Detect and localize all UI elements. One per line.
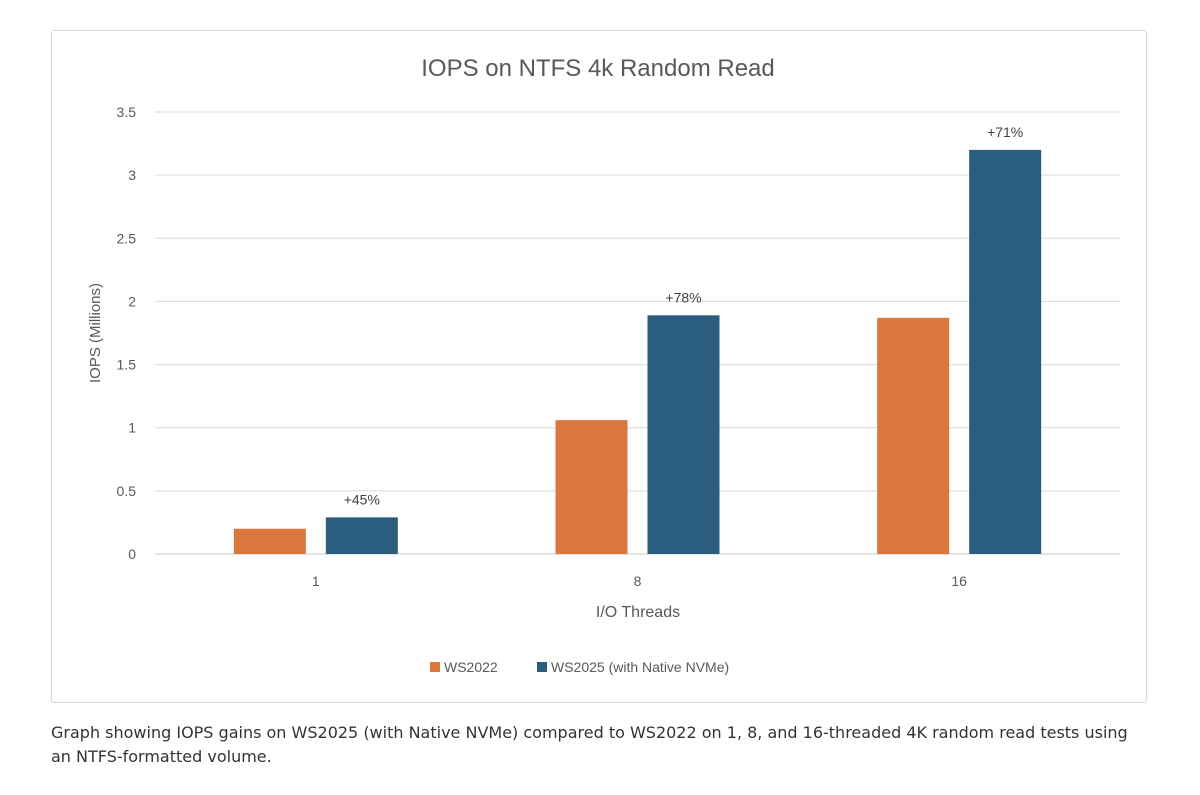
y-tick-label: 2.5	[117, 230, 137, 246]
x-tick-label: 16	[951, 573, 967, 589]
bar-ws2025-1	[325, 517, 398, 554]
x-tick-label: 1	[312, 573, 320, 589]
x-axis-label: I/O Threads	[596, 604, 680, 621]
bar-ws2025-16	[969, 149, 1042, 554]
y-axis-label: IOPS (Millions)	[87, 283, 104, 383]
chart-title: IOPS on NTFS 4k Random Read	[421, 55, 774, 82]
y-tick-label: 3	[128, 167, 136, 183]
data-label: +78%	[665, 289, 701, 305]
x-tick-label: 8	[634, 573, 642, 589]
legend-swatch	[537, 662, 547, 672]
legend-label: WS2025 (with Native NVMe)	[551, 659, 729, 675]
legend-swatch	[430, 662, 440, 672]
bar-ws2022-16	[877, 317, 950, 554]
bar-ws2022-1	[233, 528, 306, 554]
chart-caption: Graph showing IOPS gains on WS2025 (with…	[51, 723, 1128, 766]
chart-frame	[51, 30, 1147, 703]
y-tick-label: 2	[128, 293, 136, 309]
bar-chart: IOPS on NTFS 4k Random Read 0 0.5 1 1.5 2 2.5 3…	[87, 55, 1120, 675]
bar-ws2025-8	[647, 315, 720, 554]
y-tick-label: 1.5	[117, 357, 137, 373]
y-tick-label: 0	[128, 546, 136, 562]
legend-label: WS2022	[444, 659, 498, 675]
y-tick-label: 1	[128, 420, 136, 436]
data-label: +71%	[987, 124, 1023, 140]
bar-ws2022-8	[555, 420, 628, 554]
data-label: +45%	[344, 491, 380, 507]
y-tick-label: 3.5	[117, 104, 137, 120]
y-tick-label: 0.5	[117, 483, 137, 499]
